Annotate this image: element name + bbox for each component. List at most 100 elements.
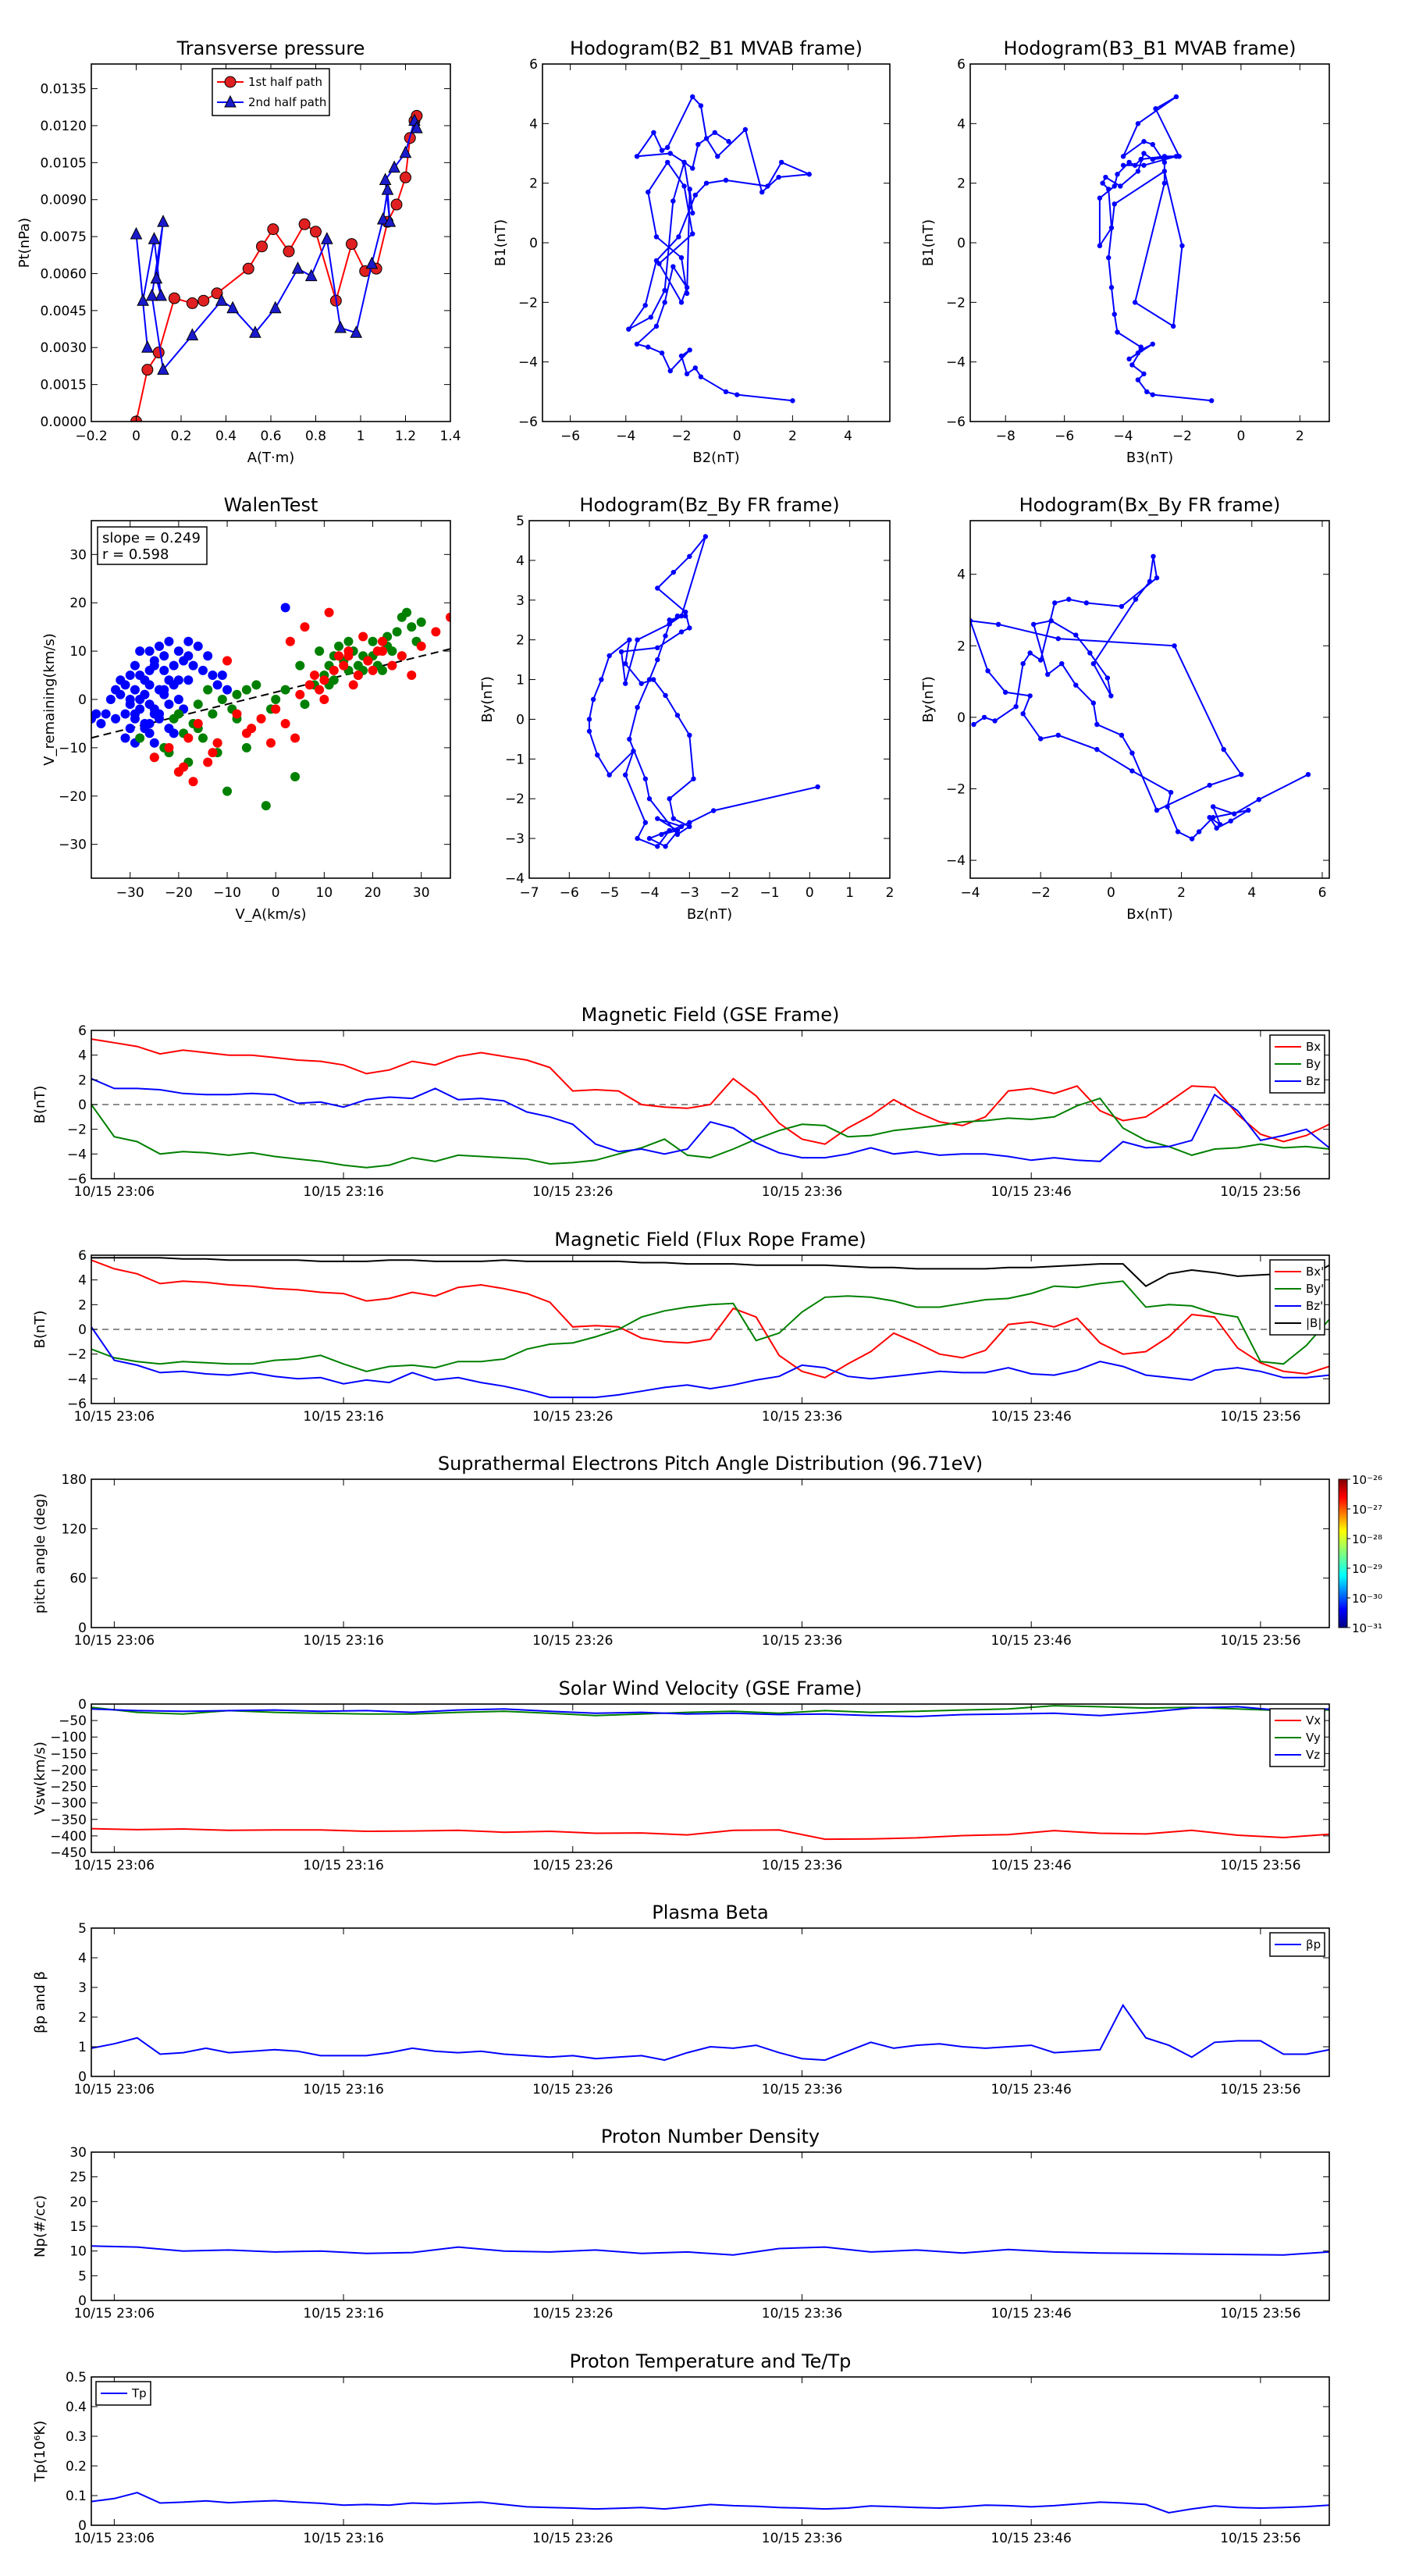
legend-label: Tp	[131, 2386, 147, 2400]
data-point-1sthalfpath	[152, 347, 165, 359]
scatter-point-series0	[105, 695, 116, 704]
scatter-point-series0	[130, 709, 140, 719]
data-point-series0	[1094, 721, 1100, 728]
data-point-series0	[684, 285, 690, 290]
scatter-point-series2	[203, 757, 213, 767]
data-point-series0	[651, 130, 656, 135]
x-tick-label: 10/15 23:46	[991, 1409, 1071, 1425]
data-point-series0	[692, 192, 698, 198]
data-point-series0	[1073, 632, 1079, 638]
data-point-series0	[1150, 392, 1155, 397]
y-tick-label: 4	[529, 116, 538, 132]
y-tick-label: 0	[516, 712, 525, 728]
y-tick-label: −4	[518, 355, 538, 371]
data-point-series0	[1119, 603, 1125, 610]
scatter-point-series0	[149, 738, 159, 748]
data-point-series0	[681, 159, 687, 165]
y-tick-label: −50	[59, 1713, 87, 1729]
data-point-series0	[667, 796, 672, 802]
data-point-2ndhalfpath	[321, 232, 333, 244]
chart-data-layer	[91, 1038, 1329, 1169]
legend: Vx Vy Vz	[1269, 1708, 1325, 1767]
scatter-point-series2	[446, 612, 450, 622]
y-tick-label: −2	[518, 295, 538, 311]
scatter-point-series2	[304, 680, 315, 690]
scatter-point-series0	[149, 660, 159, 671]
y-tick-label: 4	[78, 1048, 87, 1064]
data-point-2ndhalfpath	[148, 232, 161, 244]
y-tick-label: 2	[78, 2010, 87, 2026]
x-tick-label: 10/15 23:26	[532, 2306, 613, 2322]
scatter-point-series2	[280, 718, 290, 728]
series-line-Bx	[91, 1259, 1329, 1379]
y-tick-label: −400	[50, 1829, 87, 1845]
data-point-series0	[1207, 782, 1212, 788]
y-tick-label: 0.3	[66, 2429, 87, 2445]
scatter-point-series2	[397, 651, 407, 661]
y-tick-label: 25	[69, 2170, 87, 2186]
data-point-2ndhalfpath	[145, 288, 158, 301]
axes-frame	[91, 2151, 1330, 2301]
data-point-series0	[992, 718, 998, 724]
x-tick-label: −6	[1055, 429, 1074, 444]
scatter-point-series0	[155, 709, 165, 719]
x-tick-label: −6	[560, 429, 580, 444]
data-point-series0	[1196, 829, 1202, 834]
scatter-point-series0	[130, 685, 140, 695]
data-point-series0	[985, 668, 991, 674]
scatter-point-series2	[377, 646, 387, 656]
data-point-2ndhalfpath	[157, 362, 169, 375]
x-tick-label: −6	[560, 885, 579, 901]
scatter-point-series2	[387, 660, 397, 671]
data-point-series0	[806, 172, 812, 177]
x-tick-label: 0	[1236, 429, 1245, 444]
y-tick-label: 4	[957, 568, 966, 583]
x-tick-label: 10/15 23:56	[1220, 2306, 1300, 2322]
y-tick-label: 0	[529, 236, 538, 251]
scatter-point-series2	[222, 656, 233, 666]
data-point-series0	[681, 183, 687, 189]
chart-title: Hodogram(Bz_By FR frame)	[579, 494, 839, 516]
scatter-point-series2	[295, 689, 305, 699]
data-point-series0	[1132, 300, 1138, 305]
data-point-2ndhalfpath	[249, 326, 261, 338]
y-tick-label: −4	[67, 1372, 87, 1387]
scatter-point-series2	[300, 622, 310, 632]
series-line-Vx	[91, 1827, 1329, 1841]
data-point-series0	[655, 656, 660, 663]
data-point-series0	[631, 748, 636, 754]
data-point-series0	[1013, 703, 1019, 710]
data-point-series0	[634, 154, 640, 159]
axes-frame	[969, 520, 1330, 879]
chart-title: Magnetic Field (Flux Rope Frame)	[554, 1229, 866, 1251]
data-point-series0	[590, 696, 596, 703]
data-point-series0	[650, 677, 656, 682]
data-point-series0	[627, 637, 632, 642]
data-point-series0	[1094, 746, 1100, 753]
x-tick-label: 10/15 23:46	[991, 2531, 1071, 2546]
x-tick-label: 2	[1296, 429, 1304, 444]
colorbar-label: 10⁻²⁸	[1352, 1532, 1382, 1546]
x-tick-label: 10/15 23:06	[74, 1633, 155, 1649]
y-tick-label: 10	[69, 2244, 87, 2260]
chart-panel-6: Magnetic Field (GSE Frame) −6 −4 −2 0 2 4 6 10/1…	[32, 1004, 1330, 1200]
y-tick-label: 2	[78, 1073, 87, 1088]
data-point-1sthalfpath	[186, 297, 198, 309]
scatter-point-series0	[183, 651, 194, 661]
chart-title: Solar Wind Velocity (GSE Frame)	[559, 1678, 863, 1699]
data-point-series0	[648, 315, 654, 320]
y-tick-label: −2	[946, 295, 966, 311]
scatter-point-series1	[343, 636, 354, 646]
chart-data-layer	[91, 1705, 1329, 1841]
y-tick-label: 0	[78, 1697, 87, 1713]
y-tick-label: 4	[957, 116, 966, 132]
data-point-series0	[698, 103, 704, 109]
data-point-series0	[1172, 643, 1177, 649]
data-point-series0	[790, 398, 795, 404]
data-point-series0	[1087, 650, 1093, 656]
x-tick-label: 1.4	[439, 429, 461, 444]
x-tick-label: 0.2	[170, 429, 191, 444]
data-point-series0	[618, 649, 624, 655]
scatter-point-series2	[416, 641, 426, 651]
